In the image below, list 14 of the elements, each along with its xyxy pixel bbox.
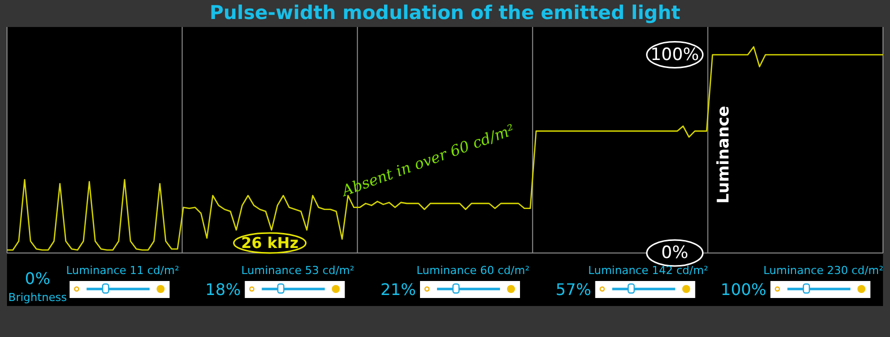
text: Luminance 142 cd/m² xyxy=(588,264,708,277)
text: 0% xyxy=(24,269,50,288)
y-axis-title: Luminance xyxy=(713,106,732,204)
text: Luminance 230 cd/m² xyxy=(763,264,884,277)
text: 18% xyxy=(205,280,241,299)
text: Brightness xyxy=(8,291,68,304)
text: Luminance 53 cd/m² xyxy=(241,264,354,277)
chart-title: Pulse-width modulation of the emitted light xyxy=(208,1,682,26)
annotation: 26 kHz xyxy=(241,234,299,252)
text: Luminance 60 cd/m² xyxy=(416,264,530,277)
text: 100% xyxy=(720,280,766,299)
text: Luminance 11 cd/m² xyxy=(66,264,180,277)
text: 21% xyxy=(380,280,416,299)
text: 57% xyxy=(556,280,592,299)
